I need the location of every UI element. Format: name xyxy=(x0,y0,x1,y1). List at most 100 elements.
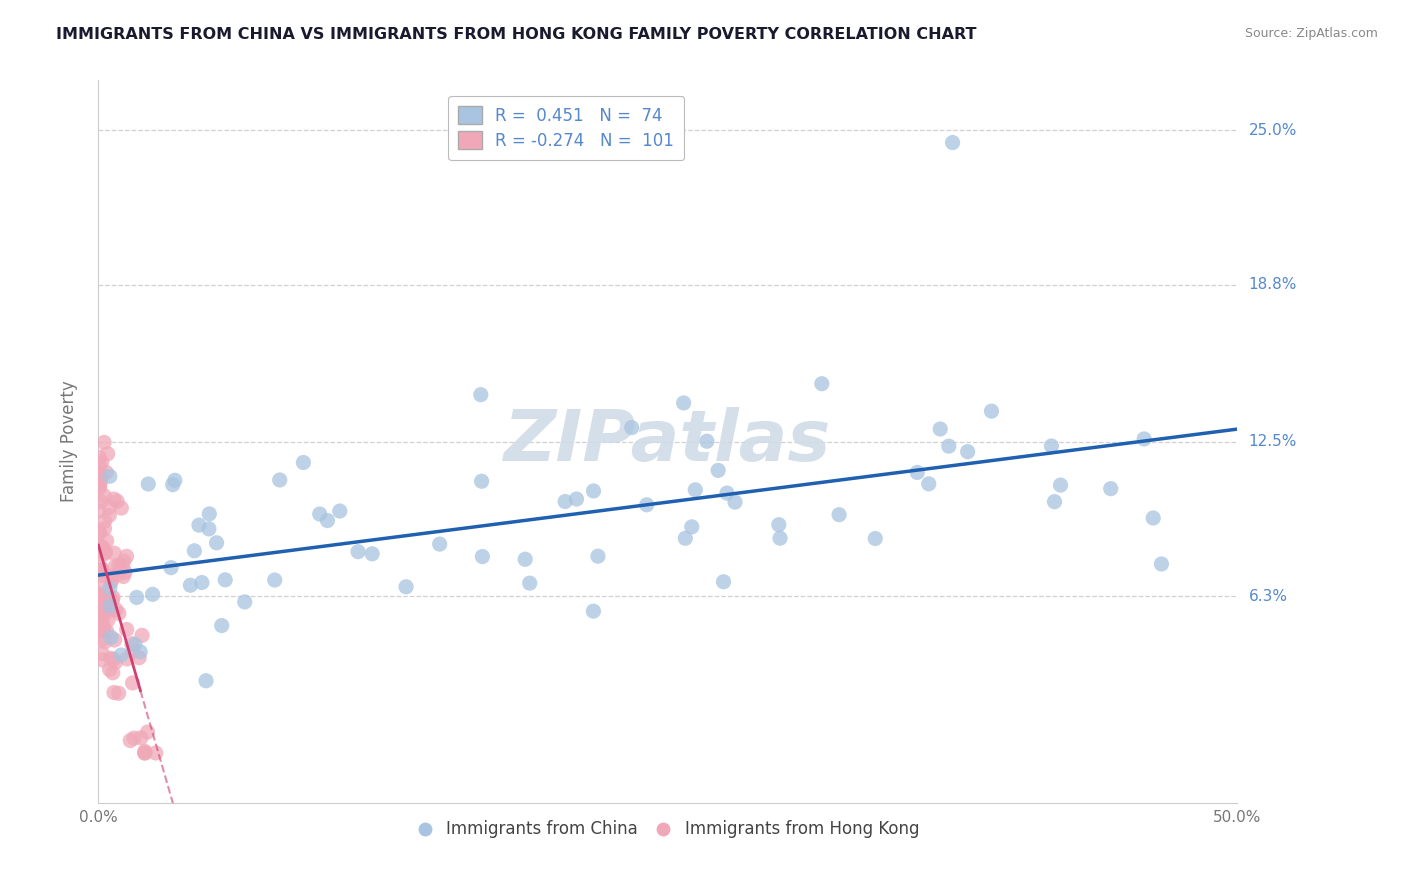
Point xyxy=(87,503,110,517)
Point xyxy=(90,561,112,575)
Point xyxy=(707,463,730,477)
Point xyxy=(673,531,696,545)
Point xyxy=(347,544,370,558)
Point xyxy=(90,455,112,469)
Point xyxy=(111,558,134,573)
Point xyxy=(100,651,122,665)
Point xyxy=(685,483,707,497)
Point xyxy=(115,623,138,637)
Point xyxy=(292,455,315,469)
Point xyxy=(308,507,330,521)
Point xyxy=(100,574,122,589)
Point xyxy=(90,468,112,483)
Point xyxy=(108,558,131,572)
Point xyxy=(89,604,111,618)
Point xyxy=(87,589,110,603)
Point xyxy=(104,559,127,574)
Point xyxy=(97,602,120,616)
Point xyxy=(121,676,143,690)
Point xyxy=(93,435,115,450)
Point xyxy=(198,522,221,536)
Point xyxy=(121,637,143,651)
Point xyxy=(114,565,136,579)
Point xyxy=(91,605,114,619)
Point xyxy=(470,387,492,401)
Point xyxy=(103,685,125,699)
Point xyxy=(103,492,125,507)
Point xyxy=(91,541,114,555)
Point xyxy=(163,473,186,487)
Point xyxy=(90,547,112,561)
Point xyxy=(100,574,122,588)
Point xyxy=(90,591,112,606)
Point xyxy=(121,644,143,658)
Point xyxy=(89,606,111,620)
Point xyxy=(1099,482,1122,496)
Point xyxy=(515,552,537,566)
Point xyxy=(90,632,112,647)
Point xyxy=(1133,432,1156,446)
Point xyxy=(811,376,834,391)
Point xyxy=(96,533,118,548)
Point xyxy=(105,494,128,508)
Point xyxy=(1043,494,1066,508)
Point xyxy=(938,439,960,453)
Point xyxy=(91,653,114,667)
Point xyxy=(115,652,138,666)
Point xyxy=(94,514,117,528)
Point xyxy=(554,494,576,508)
Point xyxy=(93,489,115,503)
Y-axis label: Family Poverty: Family Poverty xyxy=(59,381,77,502)
Point xyxy=(519,576,541,591)
Point xyxy=(724,495,747,509)
Point xyxy=(100,631,122,645)
Point xyxy=(108,607,131,621)
Point xyxy=(195,673,218,688)
Point xyxy=(87,525,110,540)
Point xyxy=(198,507,221,521)
Point xyxy=(107,567,129,582)
Point xyxy=(89,605,111,619)
Point xyxy=(160,560,183,574)
Point xyxy=(471,474,494,488)
Point xyxy=(125,591,148,605)
Point xyxy=(110,648,132,662)
Point xyxy=(91,624,114,638)
Point xyxy=(124,637,146,651)
Point xyxy=(101,569,124,583)
Point xyxy=(89,458,111,473)
Point xyxy=(120,733,142,747)
Point xyxy=(91,580,114,594)
Point xyxy=(918,476,941,491)
Point xyxy=(129,731,152,745)
Point xyxy=(90,540,112,554)
Point xyxy=(471,549,494,564)
Point xyxy=(97,613,120,627)
Point xyxy=(91,606,114,620)
Point xyxy=(115,549,138,564)
Point xyxy=(233,595,256,609)
Point xyxy=(179,578,201,592)
Point xyxy=(395,580,418,594)
Point xyxy=(136,725,159,739)
Point xyxy=(769,531,792,545)
Point xyxy=(131,628,153,642)
Point xyxy=(91,647,114,661)
Point xyxy=(89,467,111,482)
Point xyxy=(112,569,135,583)
Point xyxy=(89,544,111,558)
Point xyxy=(96,596,118,610)
Point xyxy=(582,604,605,618)
Point xyxy=(672,396,695,410)
Point xyxy=(91,563,114,577)
Point xyxy=(1040,439,1063,453)
Point xyxy=(188,518,211,533)
Point xyxy=(696,434,718,449)
Point xyxy=(134,744,156,758)
Point xyxy=(89,566,111,580)
Point xyxy=(98,663,121,677)
Legend: Immigrants from China, Immigrants from Hong Kong: Immigrants from China, Immigrants from H… xyxy=(409,814,927,845)
Text: 12.5%: 12.5% xyxy=(1249,434,1296,449)
Point xyxy=(96,624,118,639)
Point xyxy=(89,450,111,465)
